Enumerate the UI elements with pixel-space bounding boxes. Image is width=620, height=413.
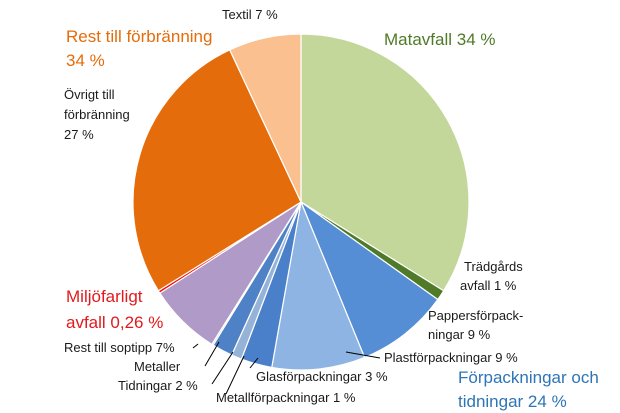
label-glas: Glasförpackningar 3 % bbox=[256, 369, 388, 384]
leader-plast bbox=[345, 351, 381, 359]
label-soptipp: Rest till soptipp 7% bbox=[64, 340, 175, 355]
label-plast: Plastförpackningar 9 % bbox=[384, 350, 518, 365]
leader-soptipp bbox=[192, 343, 199, 349]
leader-metallforp bbox=[225, 355, 245, 395]
label-forpackningar-line1: Förpackningar och bbox=[458, 368, 599, 387]
leader-lines bbox=[192, 341, 381, 395]
label-forpackningar-line2: tidningar 24 % bbox=[458, 392, 567, 411]
label-tidningar: Tidningar 2 % bbox=[118, 378, 198, 393]
leader-metaller bbox=[204, 341, 220, 367]
leader-tidningar bbox=[211, 351, 234, 385]
label-papper-line2: ningar 9 % bbox=[428, 327, 491, 342]
slice-matavfall bbox=[300, 33, 470, 292]
slice-textil bbox=[228, 33, 302, 203]
leader-glas bbox=[249, 357, 259, 369]
label-metaller: Metaller bbox=[134, 359, 181, 374]
label-matavfall: Matavfall 34 % bbox=[384, 30, 496, 49]
label-textil: Textil 7 % bbox=[222, 7, 278, 22]
slice-labels: Matavfall 34 % Trädgårds avfall 1 % Papp… bbox=[64, 7, 599, 411]
label-papper-line1: Pappersförpack- bbox=[428, 308, 523, 323]
label-metallforpackningar: Metallförpackningar 1 % bbox=[216, 390, 356, 405]
label-tradgard-line1: Trädgårds bbox=[464, 259, 523, 274]
slice-pappersforpackningar bbox=[299, 200, 439, 359]
label-ovrigt-line1: Övrigt till bbox=[64, 87, 115, 102]
label-ovrigt-line3: 27 % bbox=[64, 127, 94, 142]
label-rest-line2: 34 % bbox=[66, 51, 105, 70]
slice-ovrigt-till-forbranning bbox=[132, 49, 302, 292]
pie-slices bbox=[132, 33, 470, 371]
label-rest-line1: Rest till förbränning bbox=[66, 27, 212, 46]
label-miljofarligt-line1: Miljöfarligt bbox=[66, 287, 143, 306]
slice-plastforpackningar bbox=[271, 199, 366, 371]
label-ovrigt-line2: förbränning bbox=[64, 107, 130, 122]
label-tradgard-line2: avfall 1 % bbox=[460, 278, 517, 293]
label-miljofarligt-line2: avfall 0,26 % bbox=[66, 313, 163, 332]
